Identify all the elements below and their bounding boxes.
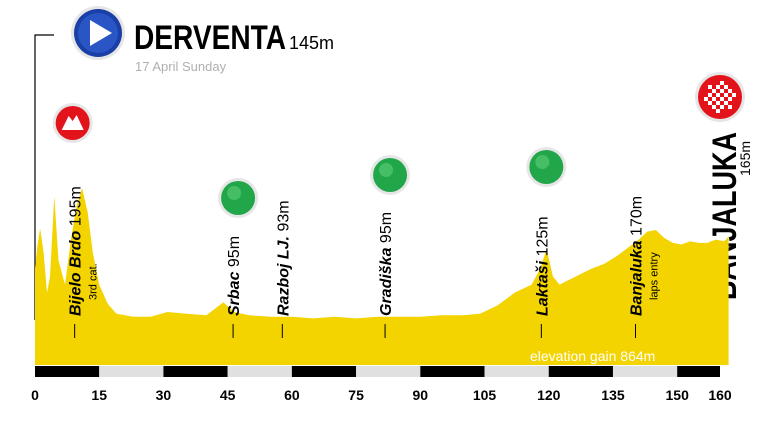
distance-tick-label: 45 (220, 387, 236, 403)
finish-checkered-flag-icon (695, 72, 745, 122)
finish-elevation: 165m (737, 141, 753, 176)
route-point-label: Razboj LJ. 93m (275, 200, 292, 316)
distance-tick-label: 30 (156, 387, 172, 403)
route-point-elevation: 93m (275, 200, 292, 236)
distance-bar-segment (612, 366, 678, 377)
route-point-elevation: 125m (534, 216, 551, 260)
route-point-label: Gradiška 95m (378, 212, 395, 316)
route-point: Gradiška 95m (370, 155, 411, 338)
distance-tick-label: 15 (91, 387, 107, 403)
stage-date: 17 April Sunday (135, 59, 227, 74)
route-point-elevation: 195m (68, 186, 85, 230)
distance-tick-label: 150 (666, 387, 690, 403)
distance-tick-label: 75 (348, 387, 364, 403)
route-point-note: 3rd cat. (88, 263, 100, 300)
distance-bar-segment (163, 366, 228, 377)
distance-tick-label: 90 (413, 387, 429, 403)
distance-tick-label: 135 (601, 387, 625, 403)
route-point-elevation: 95m (378, 212, 395, 248)
distance-tick-label: 0 (31, 387, 39, 403)
distance-bar-segment (420, 366, 485, 377)
route-point-elevation: 170m (629, 196, 646, 240)
route-point-name: Bijelo Brdo (68, 230, 85, 316)
route-point-label: Bijelo Brdo 195m (68, 186, 85, 316)
route-point-name: Razboj LJ. (275, 236, 292, 316)
elevation-gain-label: elevation gain 864m (530, 348, 655, 364)
route-point-elevation: 95m (226, 236, 243, 272)
distance-tick-label: 160 (708, 387, 732, 403)
distance-tick-label: 120 (537, 387, 561, 403)
start-elevation: 145m (289, 33, 334, 53)
start-play-icon (71, 6, 125, 60)
route-point: Razboj LJ. 93m (275, 200, 292, 338)
route-point: Srbac 95m (218, 178, 259, 338)
start-marker-line (34, 34, 54, 320)
route-point-label: Banjaluka 170m (629, 196, 646, 316)
mountain-climb-icon (52, 103, 93, 143)
distance-bar-segment (227, 366, 292, 377)
route-point-name: Srbac (226, 271, 243, 316)
route-point-label: Srbac 95m (226, 236, 243, 316)
sprint-point-icon (370, 155, 411, 195)
distance-bar-segment (484, 366, 549, 377)
elevation-profile-area (35, 188, 729, 365)
start-city-name: DERVENTA (134, 19, 286, 57)
route-point-name: Gradiška (378, 247, 395, 316)
distance-tick-label: 60 (284, 387, 300, 403)
sprint-point-icon (526, 147, 567, 187)
route-point: Laktaši 125m (526, 147, 567, 338)
distance-bar-segment (35, 366, 100, 377)
distance-bar-segment (291, 366, 357, 377)
route-point-name: Laktaši (534, 260, 551, 316)
distance-bar-segment (548, 366, 613, 377)
distance-tick-label: 105 (473, 387, 497, 403)
distance-bar-segment (356, 366, 421, 377)
distance-bar-segment (99, 366, 164, 377)
route-point-name: Banjaluka (629, 240, 646, 316)
route-point-label: Laktaši 125m (534, 216, 551, 316)
distance-bar-segment (677, 366, 720, 377)
route-point-note: laps entry (649, 252, 661, 300)
sprint-point-icon (218, 178, 259, 218)
